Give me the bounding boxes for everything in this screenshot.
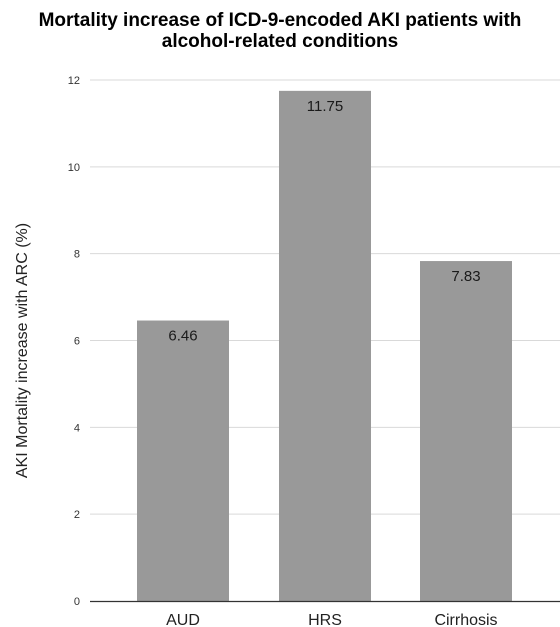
bar-hrs [279,90,371,602]
data-labels: 6.46 11.75 7.83 [168,98,480,345]
y-tick-label-10: 10 [68,162,80,174]
y-axis-label: AKI Mortality increase with ARC (%) [14,223,31,478]
bars [137,90,512,602]
data-label-aud: 6.46 [168,328,197,345]
data-label-hrs: 11.75 [307,98,343,115]
data-label-cirrhosis: 7.83 [451,268,480,285]
y-tick-label-0: 0 [74,596,80,608]
chart-title-line-1: Mortality increase of ICD-9-encoded AKI … [38,10,522,31]
y-tick-label-12: 12 [68,75,80,87]
x-category-labels: AUD HRS Cirrhosis [166,612,497,627]
chart-title: Mortality increase of ICD-9-encoded AKI … [0,10,560,52]
chart-title-line-2: alcohol-related conditions [161,31,399,52]
x-category-label-hrs: HRS [308,612,342,627]
y-tick-labels: 0 2 4 6 8 10 12 [68,75,80,608]
y-tick-label-6: 6 [74,336,80,348]
y-tick-label-8: 8 [74,249,80,261]
bar-cirrhosis [420,261,512,601]
x-category-label-aud: AUD [166,612,200,627]
x-category-label-cirrhosis: Cirrhosis [434,612,497,627]
y-tick-label-2: 2 [74,509,80,521]
bar-aud [137,320,229,601]
y-tick-label-4: 4 [74,422,80,434]
